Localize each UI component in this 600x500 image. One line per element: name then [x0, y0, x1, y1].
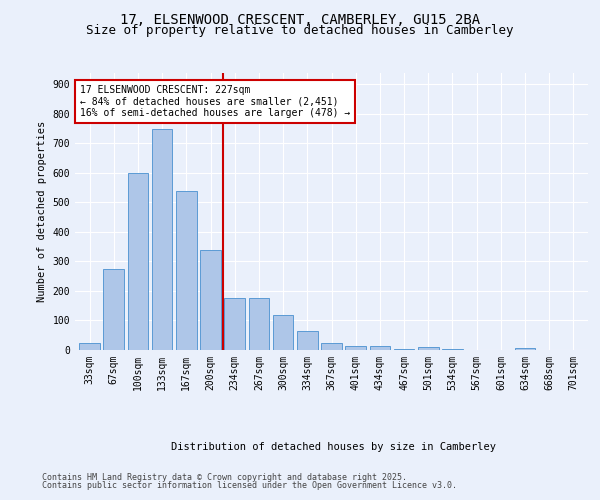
Bar	[442, 348, 463, 350]
Text: Size of property relative to detached houses in Camberley: Size of property relative to detached ho…	[86, 24, 514, 37]
Bar	[248, 298, 269, 350]
Bar	[103, 269, 124, 350]
Bar	[128, 173, 148, 350]
Text: Distribution of detached houses by size in Camberley: Distribution of detached houses by size …	[170, 442, 496, 452]
Bar	[200, 250, 221, 350]
Bar	[394, 348, 415, 350]
Text: 17, ELSENWOOD CRESCENT, CAMBERLEY, GU15 2BA: 17, ELSENWOOD CRESCENT, CAMBERLEY, GU15 …	[120, 12, 480, 26]
Y-axis label: Number of detached properties: Number of detached properties	[37, 120, 47, 302]
Bar	[321, 342, 342, 350]
Text: 17 ELSENWOOD CRESCENT: 227sqm
← 84% of detached houses are smaller (2,451)
16% o: 17 ELSENWOOD CRESCENT: 227sqm ← 84% of d…	[80, 85, 350, 118]
Bar	[297, 331, 317, 350]
Bar	[346, 346, 366, 350]
Text: Contains public sector information licensed under the Open Government Licence v3: Contains public sector information licen…	[42, 481, 457, 490]
Bar	[152, 128, 172, 350]
Text: Contains HM Land Registry data © Crown copyright and database right 2025.: Contains HM Land Registry data © Crown c…	[42, 472, 407, 482]
Bar	[79, 342, 100, 350]
Bar	[515, 348, 535, 350]
Bar	[418, 347, 439, 350]
Bar	[370, 346, 390, 350]
Bar	[176, 190, 197, 350]
Bar	[273, 314, 293, 350]
Bar	[224, 298, 245, 350]
